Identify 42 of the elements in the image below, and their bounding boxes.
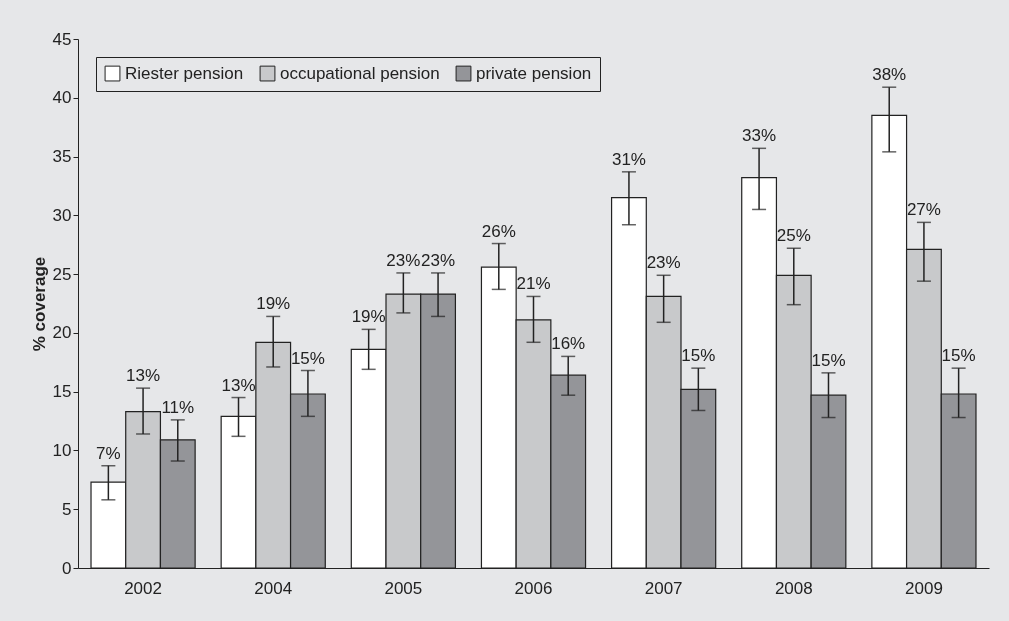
y-tick-label: 15	[52, 382, 72, 402]
y-tick-label: 0	[62, 558, 72, 578]
x-tick-label: 2009	[905, 578, 943, 598]
y-tick-label: 10	[52, 440, 72, 460]
y-tick-label: 20	[52, 323, 72, 343]
data-label: 7%	[96, 443, 121, 463]
data-label: 23%	[386, 250, 421, 270]
y-tick-label: 45	[52, 29, 72, 49]
data-label: 19%	[351, 307, 386, 327]
y-tick-label: 5	[62, 499, 72, 519]
x-tick-label: 2005	[384, 578, 423, 598]
y-tick-label: 25	[52, 264, 72, 284]
data-label: 38%	[872, 65, 907, 85]
data-label: 27%	[906, 200, 941, 220]
data-label: 26%	[481, 221, 516, 241]
data-label: 11%	[161, 397, 195, 417]
data-label: 33%	[742, 126, 777, 146]
data-label: 15%	[681, 346, 716, 366]
x-tick-label: 2002	[124, 578, 162, 598]
legend-label: occupational pension	[280, 63, 440, 83]
x-tick-label: 2007	[644, 578, 683, 598]
data-label: 23%	[421, 250, 456, 270]
x-tick-label: 2006	[514, 578, 553, 598]
data-label: 15%	[811, 350, 846, 370]
data-label: 19%	[256, 294, 291, 314]
y-tick-label: 30	[52, 205, 72, 225]
data-label: 13%	[126, 366, 161, 386]
y-tick-label: 40	[52, 88, 72, 108]
legend-label: Riester pension	[125, 63, 244, 83]
legend-label: private pension	[476, 63, 592, 83]
y-axis-title: % coverage	[29, 256, 49, 352]
x-tick-label: 2004	[254, 578, 293, 598]
data-label: 16%	[551, 334, 586, 354]
data-label: 15%	[941, 346, 976, 366]
y-tick-label: 35	[52, 147, 72, 167]
data-label: 15%	[290, 348, 325, 368]
x-tick-label: 2008	[774, 578, 813, 598]
data-label: 21%	[516, 274, 551, 294]
data-label: 13%	[221, 375, 256, 395]
data-label: 23%	[646, 253, 681, 273]
data-label: 25%	[776, 226, 811, 246]
data-label: 31%	[611, 149, 646, 169]
